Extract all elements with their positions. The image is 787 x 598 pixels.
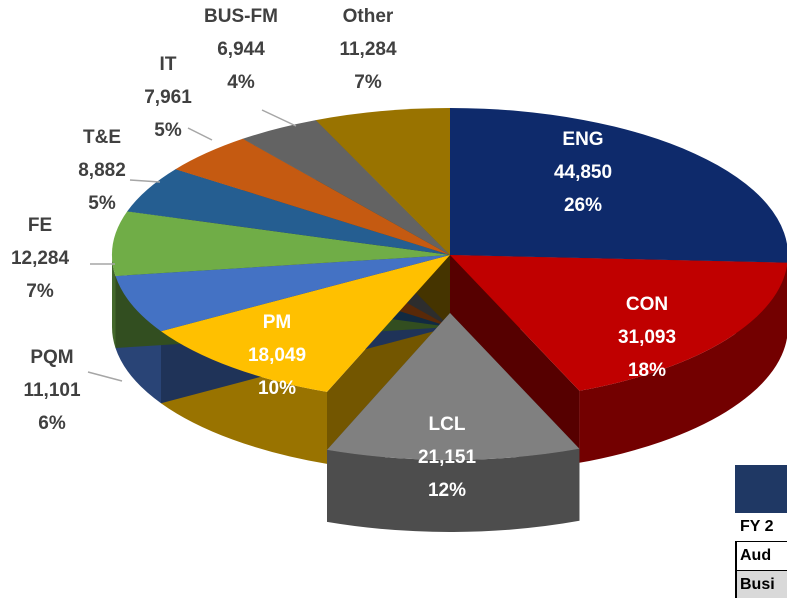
value-label: 8,882	[78, 160, 126, 181]
slice-side	[327, 448, 580, 532]
value-label: 21,151	[418, 447, 477, 468]
table-cell: FY 2	[735, 513, 787, 542]
value-label: 12,284	[11, 248, 70, 269]
value-label: 7,961	[144, 87, 192, 108]
slice	[161, 255, 450, 392]
slice	[315, 108, 450, 255]
percent-label: 7%	[26, 281, 54, 302]
category-label: BUS-FM	[204, 6, 278, 27]
slice	[327, 313, 580, 460]
table-cell: Aud	[735, 542, 787, 571]
category-label: ENG	[562, 129, 603, 150]
slice	[127, 169, 450, 255]
percent-label: 18%	[628, 360, 666, 381]
percent-label: 6%	[38, 413, 66, 434]
table-cell: Busi	[735, 571, 787, 598]
leader-line	[129, 179, 161, 183]
category-label: FE	[28, 215, 52, 236]
category-label: Other	[343, 6, 394, 27]
slice-side	[112, 255, 116, 348]
category-label: PM	[263, 312, 292, 333]
slice-wall	[450, 255, 580, 463]
category-label: CON	[626, 294, 668, 315]
percent-label: 26%	[564, 195, 602, 216]
value-label: 44,850	[554, 162, 612, 183]
percent-label: 5%	[88, 193, 116, 214]
category-label: T&E	[83, 127, 121, 148]
slice	[450, 255, 787, 391]
leader-line	[87, 371, 123, 382]
value-label: 11,284	[339, 39, 396, 60]
slice	[115, 255, 450, 332]
value-label: 31,093	[618, 327, 676, 348]
percent-label: 4%	[227, 72, 255, 93]
category-label: PQM	[30, 347, 73, 368]
value-label: 6,944	[217, 39, 265, 60]
percent-label: 5%	[154, 120, 182, 141]
slice-side	[579, 265, 787, 463]
category-label: IT	[160, 54, 177, 75]
table: FY 2 Aud Busi	[735, 465, 787, 598]
leader-line	[261, 109, 297, 127]
slice	[112, 211, 450, 276]
slice	[242, 120, 450, 255]
value-label: 11,101	[23, 380, 80, 401]
percent-label: 10%	[258, 378, 296, 399]
category-label: LCL	[429, 414, 466, 435]
slice	[175, 138, 450, 255]
leader-line	[187, 127, 213, 141]
table-header	[735, 465, 787, 513]
percent-label: 12%	[428, 480, 466, 501]
percent-label: 7%	[354, 72, 382, 93]
value-label: 18,049	[248, 345, 306, 366]
slice	[450, 108, 787, 263]
